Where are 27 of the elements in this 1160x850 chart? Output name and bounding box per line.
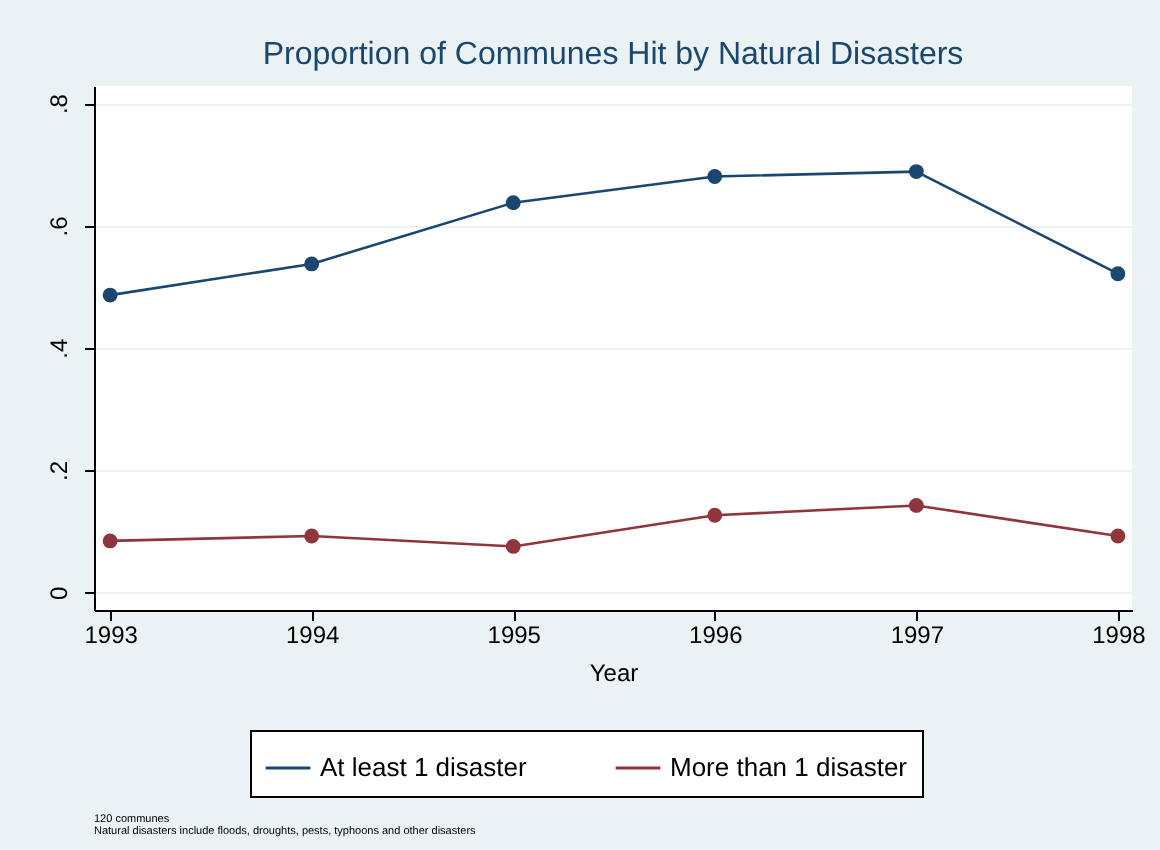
x-axis-title: Year bbox=[589, 659, 639, 687]
point bbox=[304, 528, 320, 544]
x-tick-label: 1998 bbox=[1092, 621, 1147, 649]
point bbox=[505, 195, 521, 211]
point bbox=[1110, 528, 1126, 544]
y-tick-label: 0 bbox=[45, 585, 73, 600]
point bbox=[304, 256, 320, 272]
legend-label: At least 1 disaster bbox=[320, 752, 528, 782]
x-tick-label: 1995 bbox=[487, 621, 542, 649]
point bbox=[707, 169, 723, 184]
x-tick-label: 1994 bbox=[285, 621, 341, 649]
x-tick-label: 1996 bbox=[689, 621, 744, 649]
legend-label: More than 1 disaster bbox=[670, 752, 909, 782]
point bbox=[908, 164, 924, 179]
point bbox=[1110, 266, 1126, 282]
chart-title: Proportion of Communes Hit by Natural Disasters bbox=[262, 38, 964, 72]
y-tick-label: .6 bbox=[45, 215, 73, 237]
point bbox=[102, 287, 118, 303]
point bbox=[908, 498, 924, 513]
y-tick-label: .2 bbox=[45, 460, 73, 481]
y-tick-label: .4 bbox=[45, 338, 73, 359]
point bbox=[102, 533, 118, 549]
point bbox=[505, 539, 521, 554]
y-tick-label: .8 bbox=[45, 93, 73, 115]
point bbox=[707, 507, 723, 523]
x-tick-label: 1993 bbox=[84, 621, 139, 649]
x-tick-label: 1997 bbox=[890, 621, 945, 649]
